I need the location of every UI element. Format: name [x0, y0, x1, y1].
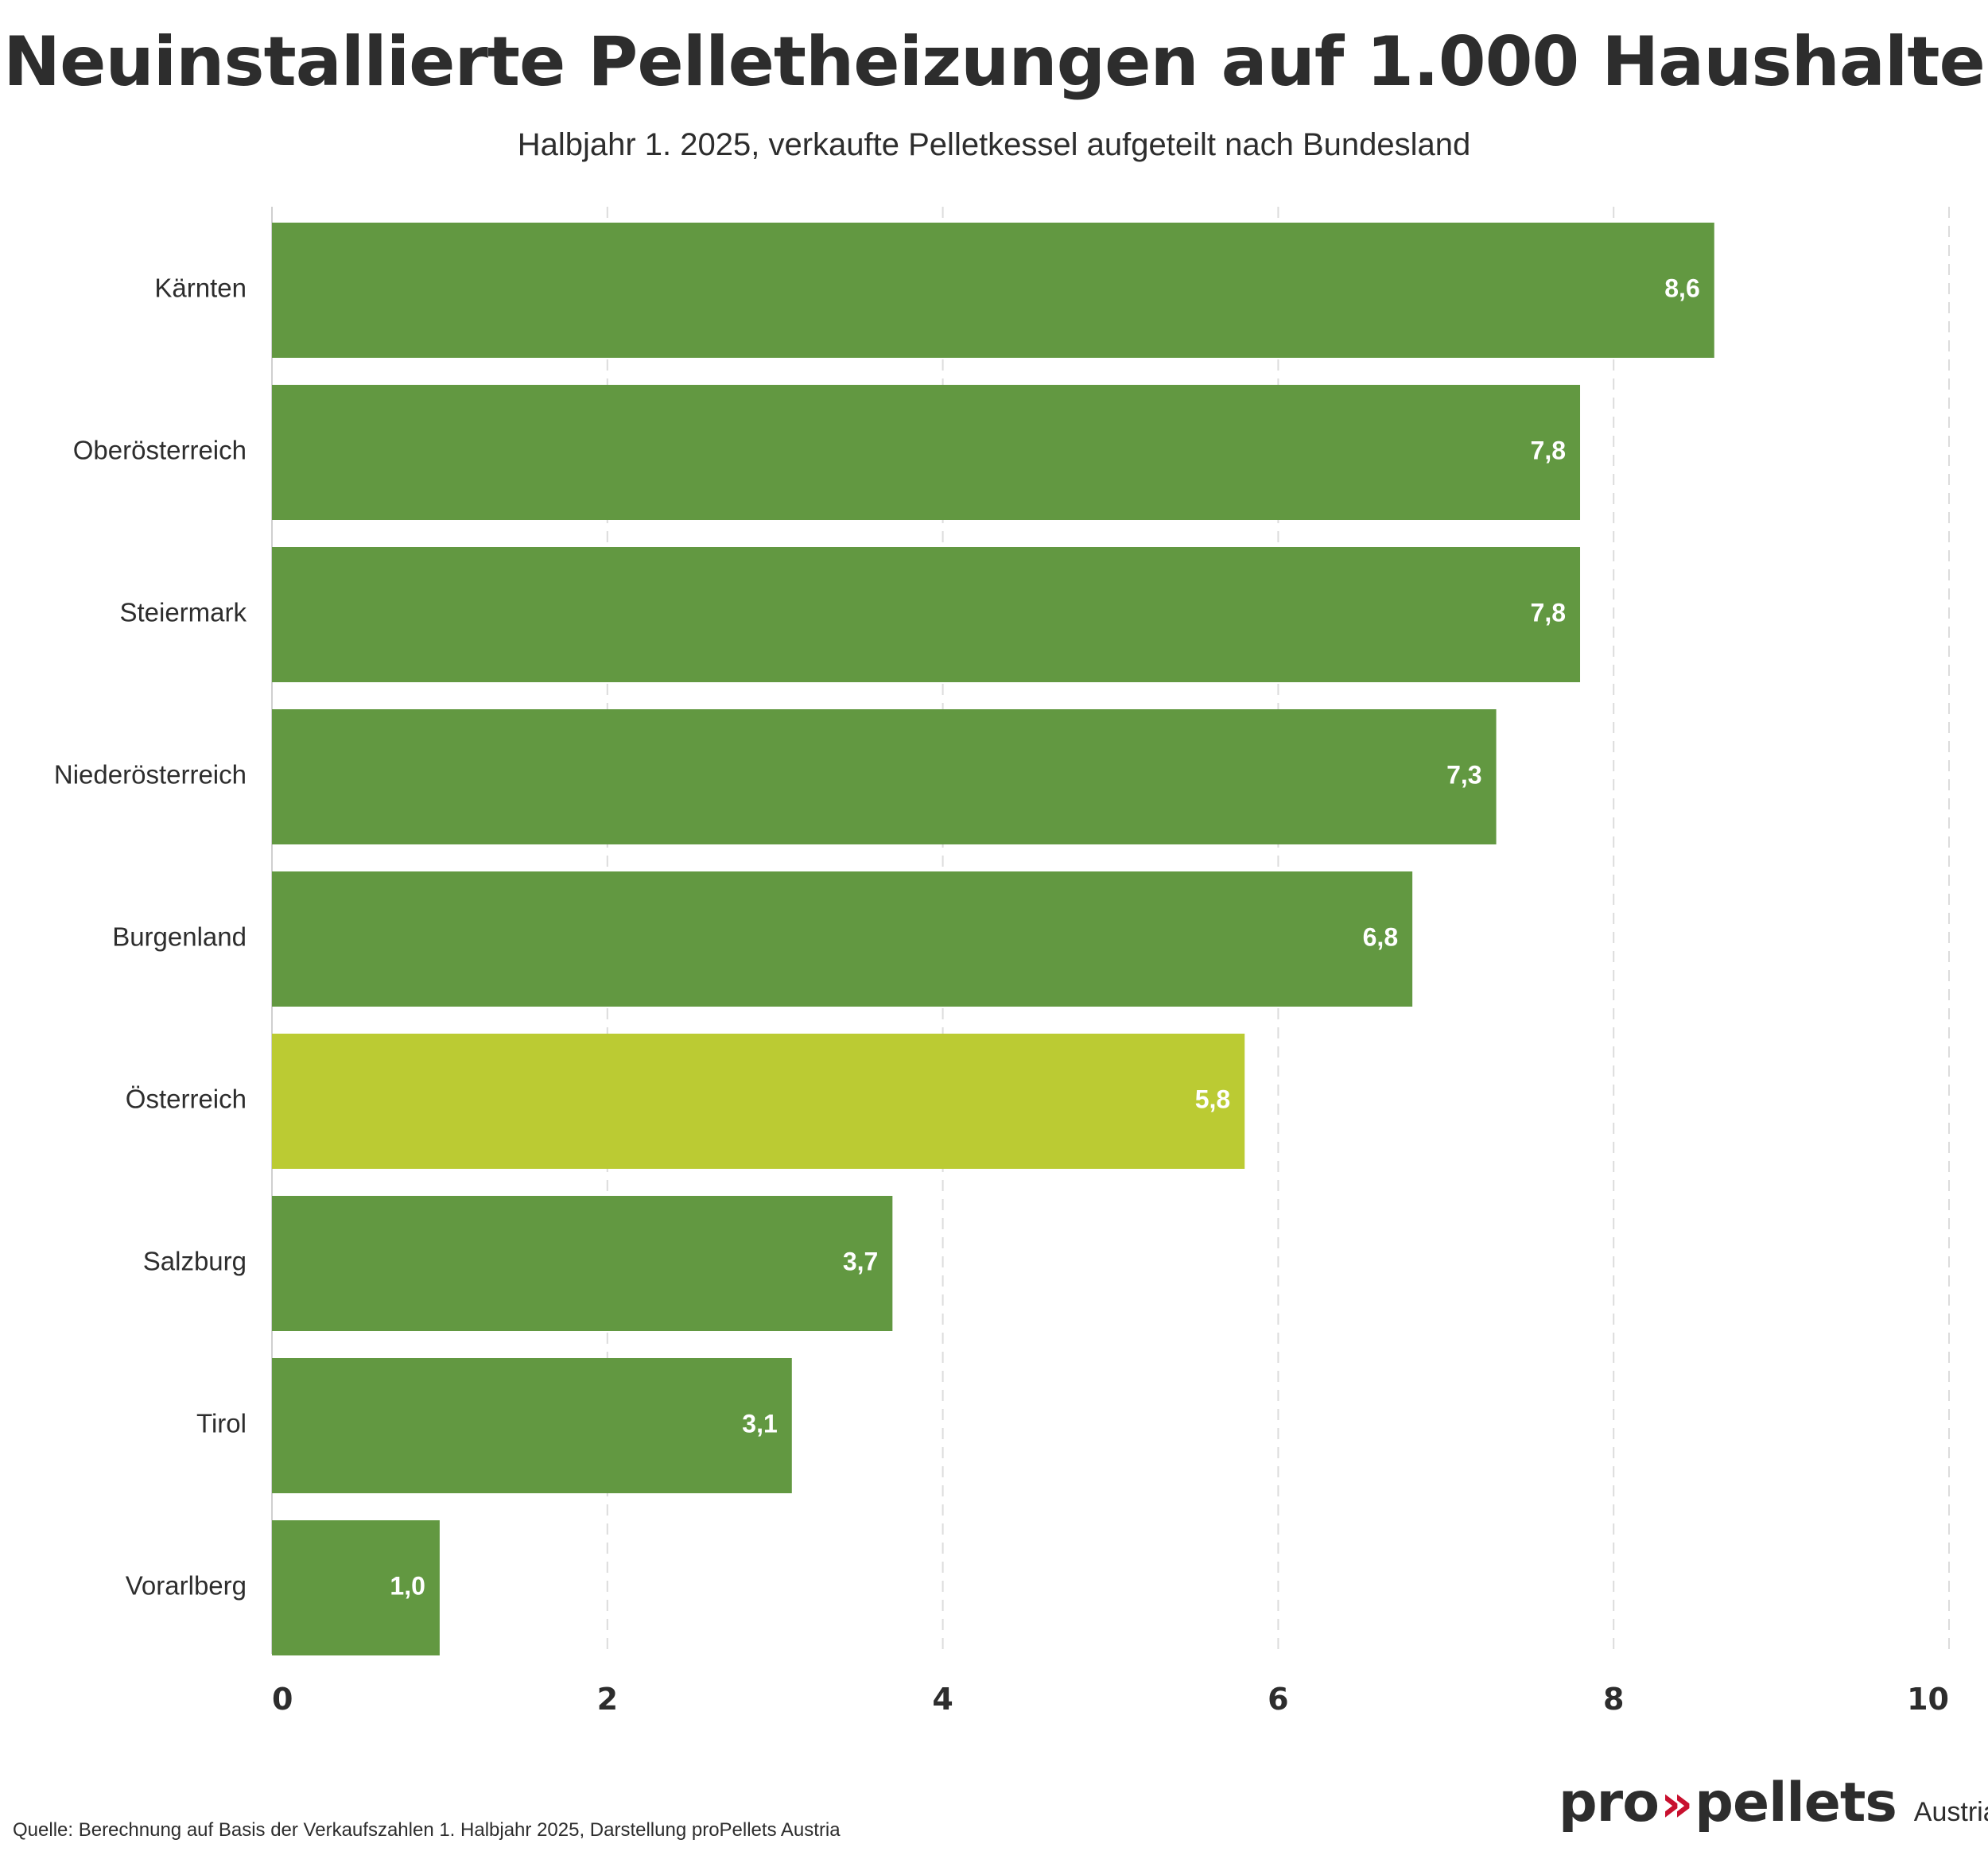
bar-8 — [272, 1520, 440, 1655]
value-label: 7,8 — [1531, 436, 1566, 464]
value-label: 5,8 — [1195, 1085, 1230, 1113]
logo-arrows-icon: » — [1660, 1775, 1694, 1834]
bar-6 — [272, 1196, 893, 1331]
category-label: Kärnten — [154, 274, 247, 303]
logo-country-text: Austria — [1913, 1797, 1988, 1827]
x-tick-label: 2 — [597, 1682, 618, 1717]
bar-4 — [272, 871, 1413, 1007]
bar-1 — [272, 385, 1581, 520]
x-tick-label: 8 — [1603, 1682, 1624, 1717]
x-tick-label: 10 — [1907, 1682, 1949, 1717]
x-tick-label: 4 — [932, 1682, 953, 1717]
value-label: 3,7 — [843, 1247, 878, 1275]
chart-title: Neuinstallierte Pelletheizungen auf 1.00… — [3, 22, 1986, 102]
value-label: 8,6 — [1664, 274, 1699, 302]
x-tick-label: 0 — [272, 1682, 293, 1717]
propellets-logo: pro » pellets Austria — [1559, 1772, 1988, 1843]
value-label: 7,3 — [1446, 760, 1481, 789]
bar-5 — [272, 1034, 1245, 1169]
bar-7 — [272, 1358, 792, 1493]
category-label: Niederösterreich — [54, 760, 247, 790]
logo-pro-text: pro — [1559, 1772, 1660, 1834]
category-label: Österreich — [126, 1085, 247, 1114]
category-label: Oberösterreich — [73, 436, 247, 465]
category-label: Salzburg — [143, 1247, 247, 1276]
value-label: 7,8 — [1531, 598, 1566, 627]
bar-2 — [272, 547, 1581, 682]
category-label: Vorarlberg — [126, 1571, 247, 1601]
value-label: 3,1 — [742, 1409, 777, 1438]
logo-pellets-text: pellets — [1695, 1772, 1897, 1834]
value-label: 6,8 — [1363, 922, 1398, 951]
bar-chart: Kärnten 8,6 Oberösterreich 7,8 Steiermark 7,8… — [54, 207, 1950, 1717]
x-tick-label: 6 — [1268, 1682, 1288, 1717]
chart-subtitle: Halbjahr 1. 2025, verkaufte Pelletkessel… — [517, 127, 1471, 162]
category-label: Tirol — [196, 1409, 247, 1438]
category-label: Steiermark — [119, 598, 247, 627]
value-label: 1,0 — [390, 1571, 425, 1600]
source-note: Quelle: Berechnung auf Basis der Verkauf… — [13, 1819, 841, 1841]
category-label: Burgenland — [112, 922, 247, 952]
bar-0 — [272, 223, 1714, 358]
bar-3 — [272, 709, 1497, 844]
